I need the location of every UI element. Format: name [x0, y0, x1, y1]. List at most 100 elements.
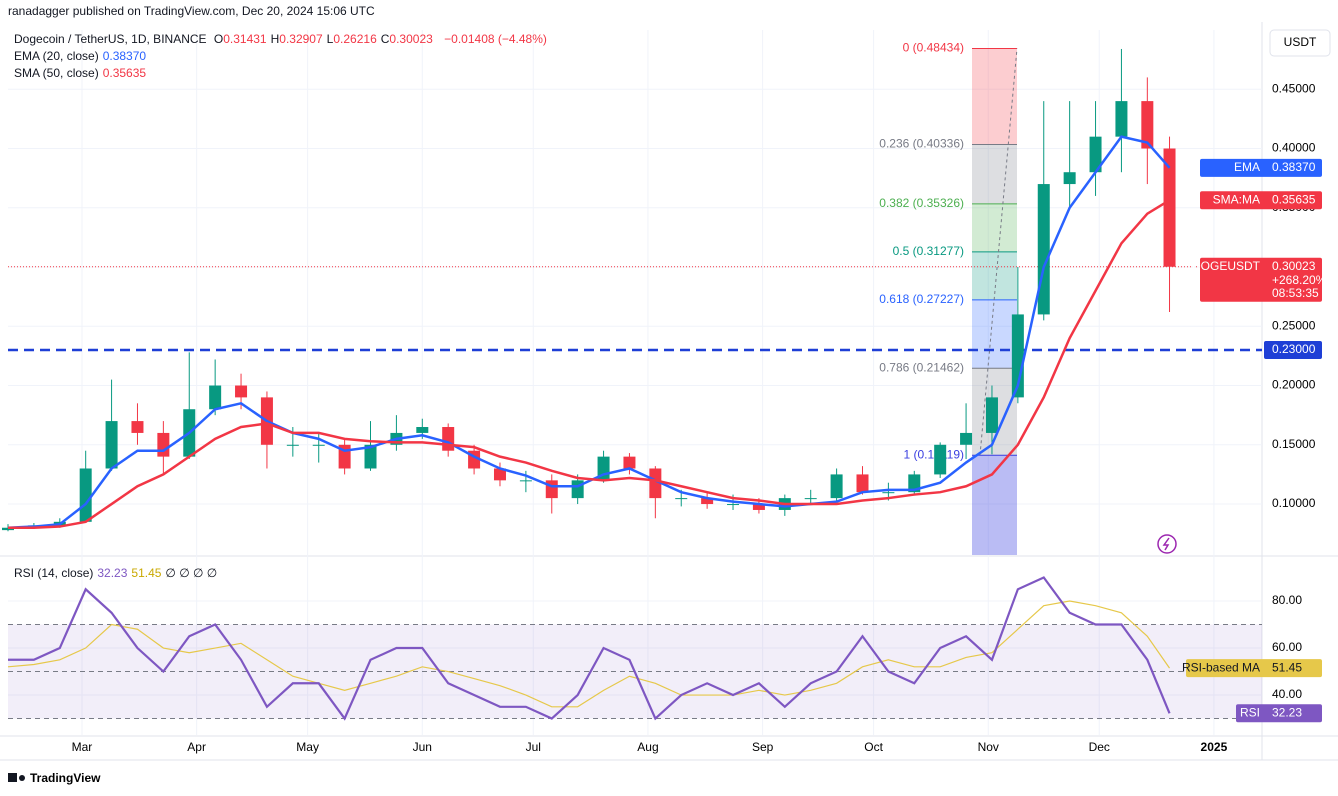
axis-tag [1186, 659, 1322, 678]
x-tick-label: Mar [72, 740, 93, 754]
candle-body [545, 480, 558, 499]
candle-body [235, 385, 248, 398]
axis-tag-value: 0.38370 [1272, 160, 1316, 174]
axis-tag-value: 0.35635 [1272, 192, 1316, 206]
fib-label: 0.5 (0.31277) [893, 244, 964, 258]
candle-body [1037, 184, 1050, 315]
candle-body [209, 385, 222, 410]
legend-value: 32.23 [97, 566, 128, 580]
candle-body [157, 432, 170, 457]
candle-body [1089, 136, 1102, 173]
flash-icon [1157, 534, 1177, 554]
publisher: ranadagger published on TradingView.com,… [8, 4, 375, 18]
legend-name: SMA (50, close) [14, 66, 99, 80]
fib-zone [972, 299, 1017, 369]
candle-body [1163, 148, 1176, 267]
y-tick-label: 0.20000 [1272, 378, 1316, 392]
fib-trend [979, 48, 1018, 456]
candle-body [752, 504, 765, 510]
candle-body [1141, 101, 1154, 149]
ohlc-value: 0.30023 [389, 32, 433, 46]
ohlc-label: C [380, 32, 390, 46]
candle-body [1115, 101, 1128, 137]
legend-main: Dogecoin / TetherUS, 1D, BINANCE O0.3143… [14, 32, 551, 46]
legend-extra: ∅ ∅ ∅ ∅ [165, 566, 218, 580]
candle-body [312, 444, 325, 446]
price-tag-value: 0.30023 [1272, 259, 1316, 273]
y-tick-label: 80.00 [1272, 593, 1302, 607]
candle-body [727, 504, 740, 506]
axis-tag-name: RSI-based MA [1182, 660, 1260, 674]
fib-label: 0.618 (0.27227) [879, 292, 964, 306]
axis-tag-label: 0.23000 [1272, 342, 1316, 356]
axis-tag [1264, 340, 1322, 359]
candle-body [519, 480, 532, 482]
x-tick-label: Sep [752, 740, 774, 754]
candle-body [649, 468, 662, 499]
y-tick-label: 0.45000 [1272, 81, 1316, 95]
price-tag [1200, 257, 1322, 302]
currency[interactable]: USDT [1284, 35, 1317, 49]
candle-body [1063, 172, 1076, 185]
legend-name: EMA (20, close) [14, 49, 99, 63]
x-tick-label: May [296, 740, 319, 754]
legend-sma: SMA (50, close) 0.35635 [14, 66, 150, 80]
y-tick-label: 0.15000 [1272, 437, 1316, 451]
logo [8, 773, 25, 782]
rsi-line [8, 576, 1171, 721]
fib-label: 0.382 (0.35326) [879, 196, 964, 210]
price-tag-countdown: 08:53:35 [1272, 286, 1319, 300]
ohlc: O0.31431 H0.32907 L0.26216 C0.30023 [214, 32, 437, 46]
candle-body [675, 498, 688, 500]
fib-label: 0.236 (0.40336) [879, 137, 964, 151]
axis-tag-name: RSI [1240, 705, 1260, 719]
axis-tag [1236, 704, 1322, 723]
fib-label: 0.786 (0.21462) [879, 360, 964, 374]
rsi-ma-line [7, 600, 1171, 708]
candle-body [830, 474, 843, 499]
legend-value: 51.45 [131, 566, 162, 580]
y-tick-label: 0.40000 [1272, 141, 1316, 155]
legend-value: 0.35635 [102, 66, 147, 80]
symbol: Dogecoin / TetherUS, 1D, BINANCE [14, 32, 207, 46]
candle-body [701, 498, 714, 505]
x-tick-label: Jun [413, 740, 432, 754]
axis-tag-value: 51.45 [1272, 660, 1302, 674]
currency-button[interactable] [1269, 29, 1331, 57]
x-tick-label: Nov [978, 740, 999, 754]
axis-tag-value: 32.23 [1272, 705, 1302, 719]
brand: TradingView [30, 771, 101, 785]
ohlc-value: 0.26216 [333, 32, 377, 46]
x-tick-label: Dec [1089, 740, 1110, 754]
x-tick-label: Aug [637, 740, 658, 754]
candle-body [960, 432, 973, 445]
candle-body [856, 474, 869, 493]
ohlc-label: H [270, 32, 280, 46]
candle-body [882, 492, 895, 494]
price-tag-change: +268.20% [1272, 273, 1327, 287]
axis-tag [1200, 191, 1322, 210]
change: −0.01408 (−4.48%) [444, 32, 547, 46]
ohlc-value: 0.32907 [279, 32, 323, 46]
x-tick-label: Apr [187, 740, 206, 754]
fib-zone [972, 48, 1017, 145]
fib-label: 0 (0.48434) [903, 41, 964, 55]
legend-value: 0.38370 [102, 49, 147, 63]
x-tick-label: Oct [864, 740, 883, 754]
fib-zone [972, 203, 1017, 252]
y-tick-label: 0.25000 [1272, 318, 1316, 332]
candle-body [131, 421, 144, 433]
y-tick-label: 40.00 [1272, 687, 1302, 701]
y-tick-label: 0.10000 [1272, 496, 1316, 510]
candle-body [416, 427, 429, 433]
x-tick-label: 2025 [1201, 740, 1228, 754]
axis-tag [1200, 158, 1322, 177]
candle-body [493, 468, 506, 481]
ohlc-value: 0.31431 [223, 32, 267, 46]
price-tag-name: DOGEUSDT [1192, 259, 1261, 273]
ohlc-label: L [326, 32, 334, 46]
fib-label: 1 (0.14119) [904, 447, 965, 461]
candle-body [934, 444, 947, 475]
